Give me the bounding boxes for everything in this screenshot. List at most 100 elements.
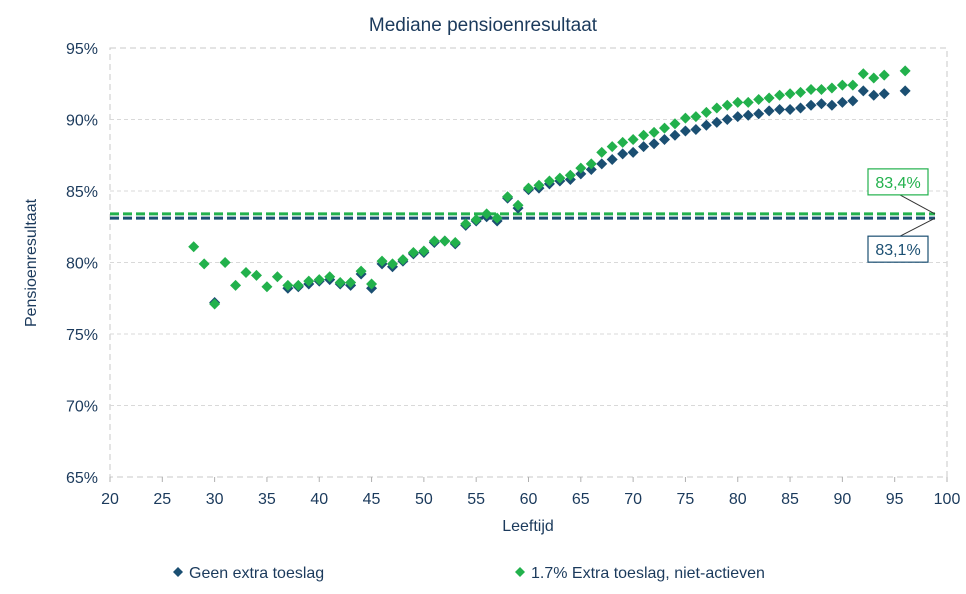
- plot-area-border: [109, 47, 948, 478]
- data-point: [679, 112, 691, 124]
- series-markers: [188, 65, 911, 310]
- data-point: [795, 86, 807, 98]
- data-point: [784, 103, 796, 115]
- y-tick-label: 65%: [66, 470, 98, 487]
- data-point: [397, 254, 409, 266]
- data-point: [690, 111, 702, 123]
- data-point: [596, 146, 608, 158]
- data-point: [512, 199, 524, 211]
- data-point: [753, 108, 765, 120]
- x-tick-label: 100: [934, 491, 961, 508]
- data-point: [564, 169, 576, 181]
- chart-title: Mediane pensioenresultaat: [369, 15, 598, 36]
- data-point: [711, 102, 723, 114]
- data-point: [679, 125, 691, 137]
- data-point: [899, 65, 911, 77]
- y-axis-ticks: 65% 70% 75% 80% 85% 90% 95%: [66, 41, 98, 487]
- data-point: [428, 235, 440, 247]
- x-tick-label: 25: [153, 491, 171, 508]
- data-point: [815, 98, 827, 110]
- data-point: [878, 69, 890, 81]
- data-point: [700, 106, 712, 118]
- data-point: [784, 88, 796, 100]
- y-tick-label: 70%: [66, 399, 98, 416]
- data-point: [585, 164, 597, 176]
- legend-marker: [173, 567, 183, 577]
- data-point: [386, 258, 398, 270]
- data-point: [763, 105, 775, 117]
- x-axis-ticks: 20 25 30 35 40 45 50 55 60 65 70 75 80 85 90 95 100: [101, 477, 960, 508]
- data-point: [742, 109, 754, 121]
- data-point: [669, 129, 681, 141]
- data-point: [815, 83, 827, 95]
- legend-item: Geen extra toeslag: [173, 565, 324, 582]
- data-point: [345, 277, 357, 289]
- data-point: [334, 277, 346, 289]
- data-point: [502, 191, 514, 203]
- y-tick-label: 75%: [66, 327, 98, 344]
- x-tick-label: 40: [310, 491, 328, 508]
- data-point: [460, 218, 472, 230]
- data-point: [313, 274, 325, 286]
- data-point: [481, 208, 493, 220]
- data-point: [303, 275, 315, 287]
- x-tick-label: 55: [467, 491, 485, 508]
- data-point: [763, 92, 775, 104]
- data-point: [659, 122, 671, 134]
- data-point: [857, 68, 869, 80]
- x-tick-label: 85: [781, 491, 799, 508]
- x-tick-label: 20: [101, 491, 119, 508]
- data-point: [732, 111, 744, 123]
- x-tick-label: 95: [886, 491, 904, 508]
- data-point: [721, 99, 733, 111]
- callout-leader: [899, 217, 936, 237]
- data-point: [868, 89, 880, 101]
- data-point: [324, 271, 336, 283]
- series-markers: [209, 85, 911, 309]
- data-point: [617, 148, 629, 160]
- data-point: [271, 271, 283, 283]
- data-point: [638, 129, 650, 141]
- data-point: [491, 212, 503, 224]
- x-axis-label: Leeftijd: [502, 518, 554, 535]
- data-point: [470, 214, 482, 226]
- data-point: [554, 172, 566, 184]
- y-axis-label: Pensioenresultaat: [23, 198, 40, 327]
- data-point: [575, 168, 587, 180]
- data-point: [418, 245, 430, 257]
- data-point: [648, 126, 660, 138]
- data-point: [606, 154, 618, 166]
- reference-line-label: 83,4%: [875, 175, 920, 192]
- data-point: [742, 96, 754, 108]
- data-point: [648, 138, 660, 150]
- data-point: [376, 255, 388, 267]
- data-point: [899, 85, 911, 97]
- data-point: [533, 179, 545, 191]
- legend-item: 1.7% Extra toeslag, niet-actieven: [515, 565, 765, 582]
- data-point: [219, 257, 231, 268]
- data-point: [292, 279, 304, 291]
- data-point: [805, 83, 817, 95]
- data-point: [209, 298, 221, 310]
- data-point: [617, 136, 629, 148]
- data-point: [659, 134, 671, 146]
- data-point: [585, 158, 597, 170]
- data-point: [523, 182, 534, 194]
- data-point: [261, 281, 273, 293]
- data-point: [282, 279, 294, 291]
- reference-lines: 83,4% 83,1%: [110, 168, 936, 263]
- x-tick-label: 65: [572, 491, 590, 508]
- data-point: [732, 96, 744, 108]
- data-point: [711, 116, 723, 128]
- y-tick-label: 85%: [66, 184, 98, 201]
- legend-label: 1.7% Extra toeslag, niet-actieven: [531, 565, 765, 582]
- x-tick-label: 80: [729, 491, 747, 508]
- data-point: [700, 119, 712, 131]
- data-point: [836, 96, 848, 108]
- x-tick-label: 70: [624, 491, 642, 508]
- legend-marker: [515, 567, 525, 577]
- data-point: [543, 175, 555, 187]
- reference-line-label: 83,1%: [875, 242, 920, 259]
- data-point: [826, 82, 838, 94]
